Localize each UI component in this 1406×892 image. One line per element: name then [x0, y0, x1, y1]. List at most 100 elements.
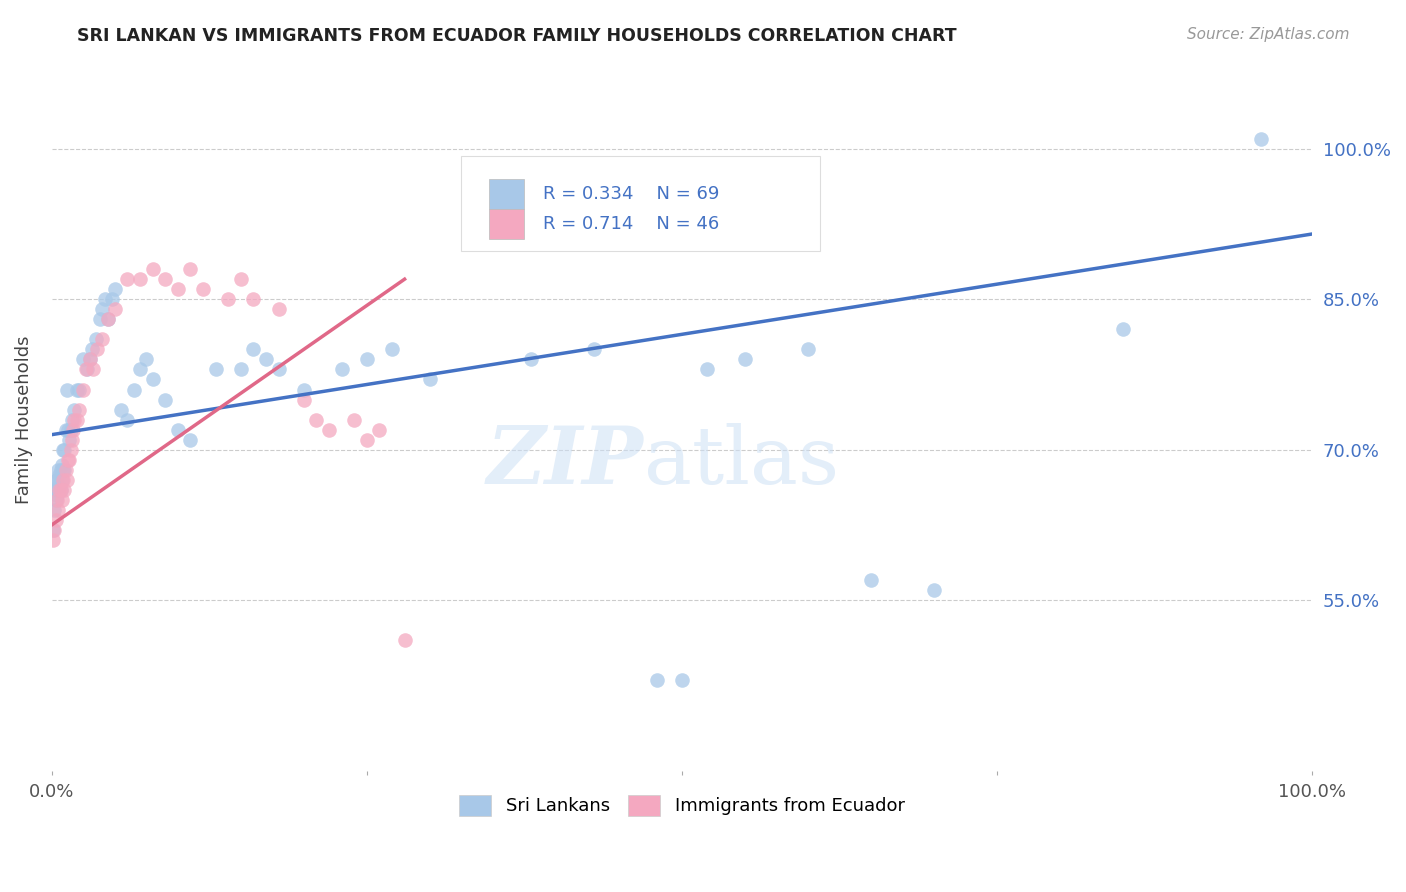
Point: [93, 292, 115, 306]
Point: [368, 423, 391, 437]
Point: [142, 372, 165, 386]
Y-axis label: Family Households: Family Households: [15, 335, 32, 504]
Point: [44, 473, 66, 487]
Point: [179, 262, 201, 277]
Point: [179, 433, 201, 447]
Point: [46, 503, 69, 517]
Point: [59, 423, 82, 437]
FancyBboxPatch shape: [489, 209, 524, 239]
Point: [330, 362, 353, 376]
Point: [46, 483, 69, 497]
Point: [44, 513, 66, 527]
FancyBboxPatch shape: [489, 179, 524, 209]
Point: [84, 332, 107, 346]
Point: [79, 352, 101, 367]
Point: [318, 423, 340, 437]
Point: [49, 483, 72, 497]
Point: [356, 352, 378, 367]
Point: [229, 272, 252, 286]
Point: [56, 383, 79, 397]
Point: [671, 673, 693, 688]
Point: [1112, 322, 1135, 336]
Point: [46, 463, 69, 477]
Point: [97, 312, 120, 326]
Point: [89, 312, 111, 326]
Point: [49, 483, 72, 497]
Point: [62, 423, 84, 437]
Point: [91, 332, 114, 346]
Point: [104, 302, 127, 317]
Point: [122, 383, 145, 397]
Point: [582, 343, 605, 357]
Point: [72, 352, 94, 367]
Point: [519, 352, 541, 367]
Point: [104, 282, 127, 296]
Point: [142, 262, 165, 277]
Point: [58, 452, 80, 467]
Point: [305, 412, 328, 426]
Point: [69, 383, 91, 397]
Point: [645, 673, 668, 688]
Point: [1250, 132, 1272, 146]
Point: [217, 292, 239, 306]
Point: [51, 492, 73, 507]
Point: [267, 362, 290, 376]
Point: [153, 272, 176, 286]
Point: [60, 433, 83, 447]
Point: [922, 583, 945, 598]
Point: [166, 423, 188, 437]
Point: [75, 362, 97, 376]
Point: [52, 463, 75, 477]
Point: [79, 352, 101, 367]
FancyBboxPatch shape: [461, 156, 821, 251]
Point: [696, 362, 718, 376]
Point: [86, 343, 108, 357]
Text: atlas: atlas: [644, 423, 839, 500]
Point: [72, 383, 94, 397]
Point: [153, 392, 176, 407]
Point: [53, 442, 76, 457]
Point: [49, 463, 72, 477]
Point: [97, 312, 120, 326]
Point: [48, 483, 70, 497]
Point: [859, 573, 882, 587]
Point: [66, 383, 89, 397]
Legend: Sri Lankans, Immigrants from Ecuador: Sri Lankans, Immigrants from Ecuador: [450, 786, 914, 825]
Point: [69, 402, 91, 417]
Point: [45, 492, 67, 507]
Point: [44, 492, 66, 507]
Point: [59, 442, 82, 457]
Text: SRI LANKAN VS IMMIGRANTS FROM ECUADOR FAMILY HOUSEHOLDS CORRELATION CHART: SRI LANKAN VS IMMIGRANTS FROM ECUADOR FA…: [77, 27, 957, 45]
Point: [52, 473, 75, 487]
Text: Source: ZipAtlas.com: Source: ZipAtlas.com: [1187, 27, 1350, 42]
Point: [797, 343, 820, 357]
Point: [343, 412, 366, 426]
Point: [101, 292, 124, 306]
Point: [44, 483, 66, 497]
Point: [292, 392, 315, 407]
Text: R = 0.334    N = 69: R = 0.334 N = 69: [543, 185, 720, 203]
Point: [267, 302, 290, 317]
Point: [53, 463, 76, 477]
Point: [44, 523, 66, 537]
Point: [66, 412, 89, 426]
Point: [191, 282, 214, 296]
Point: [80, 343, 103, 357]
Point: [129, 272, 152, 286]
Point: [51, 473, 73, 487]
Point: [42, 533, 65, 547]
Point: [394, 633, 416, 648]
Point: [45, 488, 67, 502]
Point: [63, 412, 86, 426]
Point: [135, 352, 157, 367]
Point: [166, 282, 188, 296]
Point: [52, 442, 75, 457]
Point: [117, 272, 139, 286]
Text: ZIP: ZIP: [486, 423, 644, 500]
Point: [56, 452, 79, 467]
Point: [129, 362, 152, 376]
Point: [45, 473, 67, 487]
Point: [56, 473, 79, 487]
Point: [356, 433, 378, 447]
Point: [44, 503, 66, 517]
